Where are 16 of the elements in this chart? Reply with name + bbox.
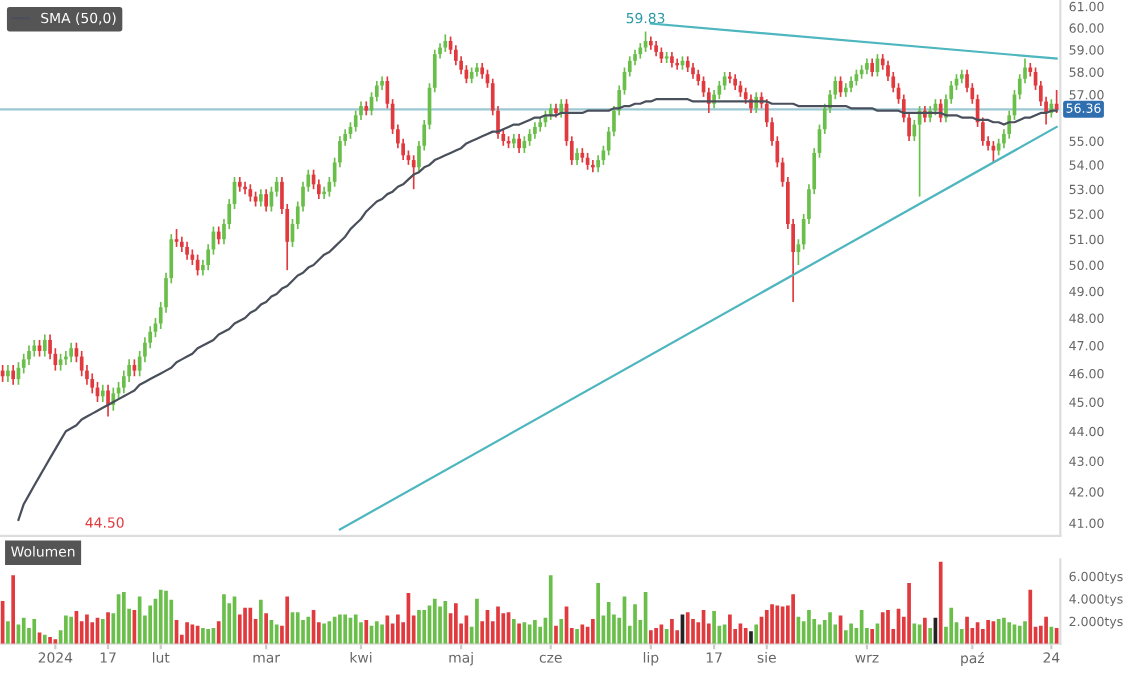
candlestick <box>454 44 458 67</box>
candlestick <box>411 154 416 191</box>
candlestick <box>90 372 95 395</box>
candlestick <box>69 341 73 364</box>
candlestick <box>675 57 680 71</box>
candlestick <box>11 364 16 386</box>
candlestick <box>27 344 31 366</box>
candlestick <box>316 178 321 200</box>
candlestick <box>79 350 84 378</box>
candlestick <box>185 240 189 261</box>
candlestick <box>264 188 268 213</box>
candlestick <box>517 133 521 154</box>
candlestick <box>106 383 110 418</box>
candlestick <box>353 109 358 133</box>
candlestick <box>559 98 564 119</box>
candlestick <box>42 333 47 358</box>
